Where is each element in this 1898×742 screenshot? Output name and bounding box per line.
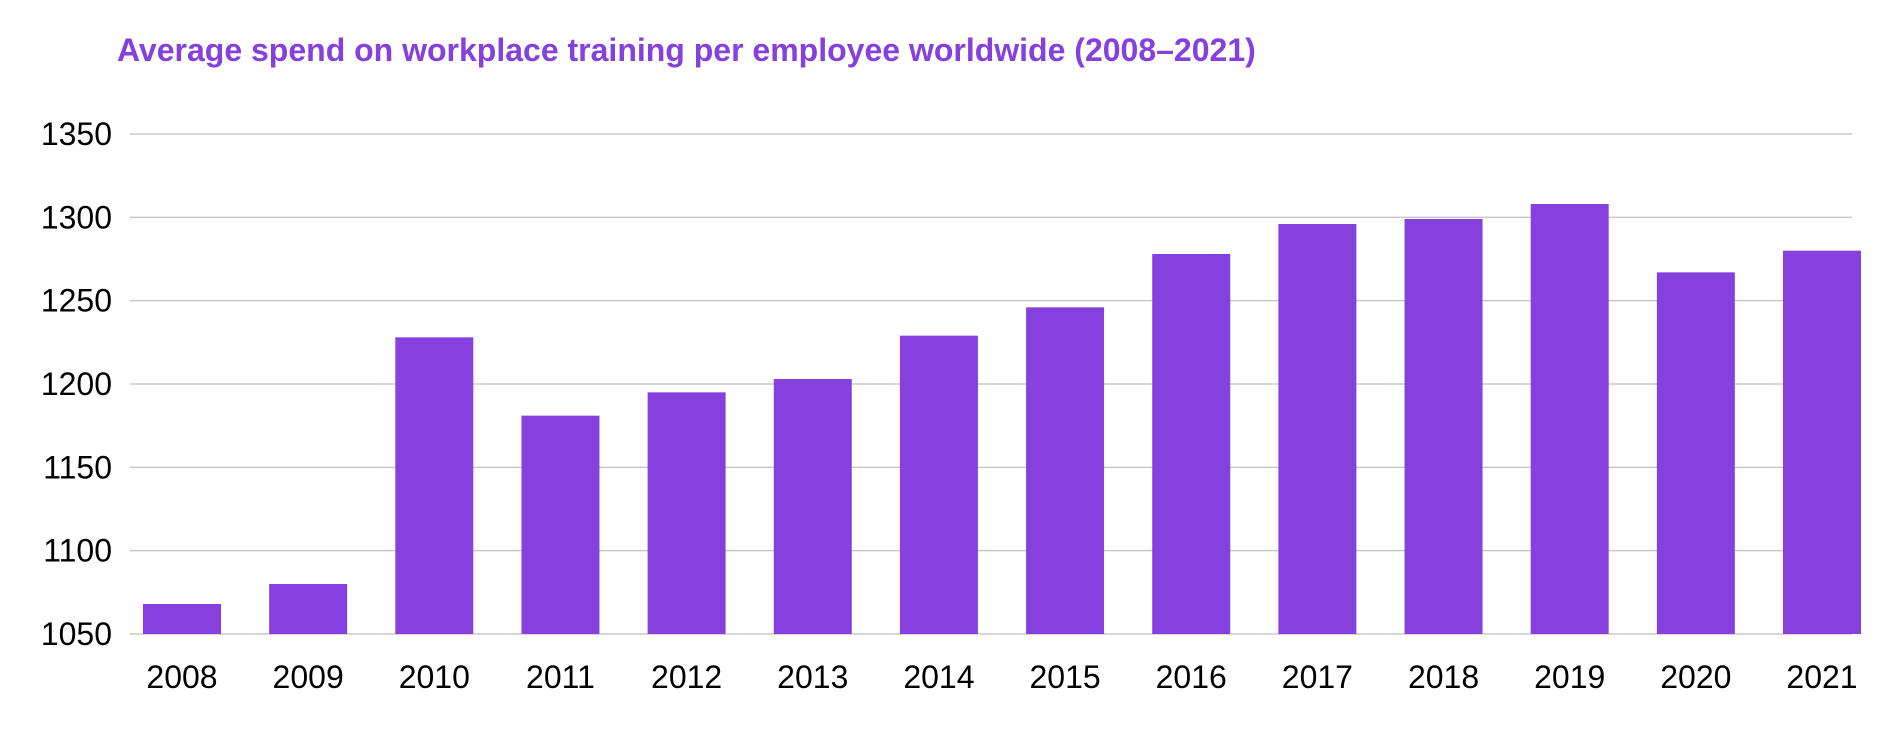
bar-2020: [1656, 272, 1735, 634]
x-tick-label: 2015: [1029, 659, 1100, 695]
bar-2008: [143, 604, 221, 634]
bar-2016: [1152, 254, 1231, 634]
x-tick-label: 2017: [1282, 659, 1353, 695]
y-tick-label: 1200: [41, 366, 112, 402]
x-tick-label: 2013: [777, 659, 848, 695]
bar-2015: [1026, 307, 1105, 634]
x-tick-label: 2010: [399, 659, 470, 695]
x-tick-label: 2020: [1660, 659, 1731, 695]
x-tick-label: 2019: [1534, 659, 1605, 695]
bars: [143, 204, 1861, 634]
y-tick-label: 1150: [43, 449, 112, 485]
bar-2017: [1278, 224, 1357, 634]
bar-2009: [269, 584, 348, 634]
y-tick-label: 1300: [41, 199, 112, 235]
y-tick-label: 1250: [41, 283, 112, 319]
y-tick-label: 1100: [43, 533, 112, 569]
bar-2021: [1783, 250, 1861, 634]
bar-2014: [899, 335, 978, 634]
x-tick-label: 2008: [146, 659, 217, 695]
x-tick-label: 2009: [273, 659, 344, 695]
y-tick-label: 1050: [41, 616, 112, 652]
bar-2019: [1530, 204, 1609, 634]
x-tick-label: 2012: [651, 659, 722, 695]
x-tick-label: 2014: [903, 659, 974, 695]
bar-2010: [395, 337, 474, 634]
bar-2018: [1404, 219, 1483, 634]
y-axis-tick-labels: 1050 1100 1150 1200 1250 1300 1350: [41, 116, 112, 652]
x-axis-tick-labels: 2008 2009 2010 2011 2012 2013 2014 2015 2016 2017…: [146, 659, 1857, 695]
bar-2011: [521, 415, 600, 634]
bar-2013: [773, 379, 852, 634]
chart-title: Average spend on workplace training per …: [117, 32, 1256, 68]
x-tick-label: 2011: [526, 659, 595, 695]
x-tick-label: 2021: [1786, 659, 1857, 695]
x-tick-label: 2016: [1156, 659, 1227, 695]
x-tick-label: 2018: [1408, 659, 1479, 695]
bar-2012: [647, 392, 726, 634]
y-tick-label: 1350: [41, 116, 112, 152]
